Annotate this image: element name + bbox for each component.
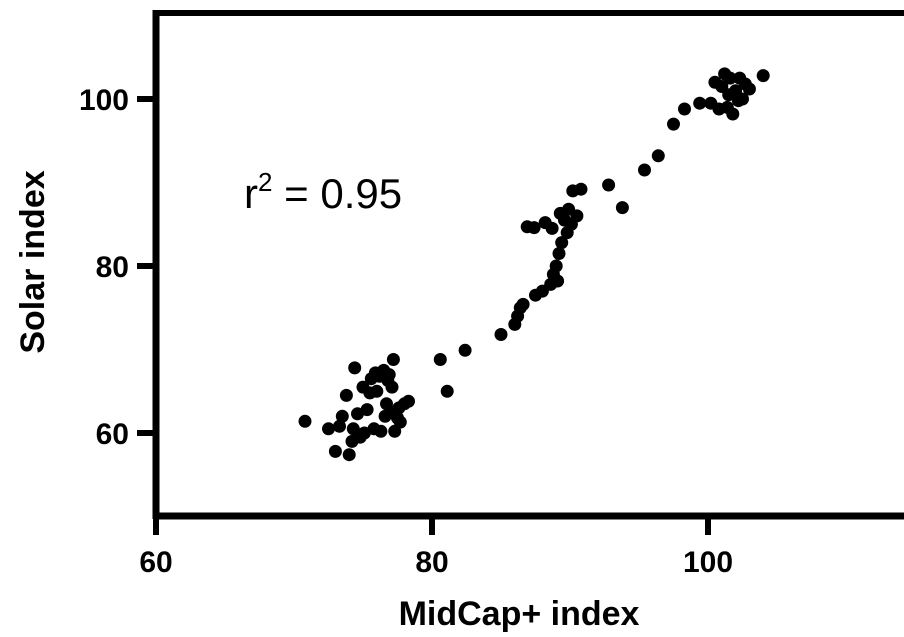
- data-point: [360, 403, 374, 417]
- data-point: [339, 388, 353, 402]
- data-point: [385, 380, 399, 394]
- y-tick-label: 100: [79, 84, 129, 117]
- data-point: [602, 178, 616, 192]
- annotation-text: r2 = 0.95: [244, 167, 402, 217]
- data-point: [433, 353, 447, 366]
- y-tick-label: 80: [96, 251, 129, 284]
- data-point: [736, 92, 749, 106]
- data-point: [335, 409, 349, 423]
- data-point: [678, 102, 691, 116]
- x-axis-title: MidCap+ index: [399, 595, 640, 633]
- data-point: [545, 221, 559, 235]
- data-point: [723, 71, 737, 85]
- x-tick-label: 60: [139, 546, 172, 579]
- data-point: [342, 448, 356, 462]
- y-ticks: 60 80 100: [79, 84, 156, 451]
- x-ticks: 60 80 100: [139, 516, 733, 579]
- y-tick-label: 60: [96, 418, 129, 451]
- data-point: [555, 236, 569, 250]
- data-point: [393, 415, 407, 429]
- data-point: [638, 163, 651, 177]
- data-point: [494, 328, 508, 341]
- x-tick-label: 80: [415, 546, 448, 579]
- data-point: [328, 444, 342, 458]
- data-point: [516, 297, 530, 311]
- data-point: [440, 384, 454, 398]
- data-point: [756, 69, 770, 83]
- data-point: [382, 368, 396, 382]
- data-point: [742, 82, 756, 96]
- data-point: [615, 201, 629, 215]
- data-point: [667, 117, 680, 131]
- data-point: [374, 424, 388, 438]
- data-point: [551, 274, 565, 288]
- data-point: [574, 182, 588, 196]
- data-point: [651, 149, 665, 163]
- data-point: [726, 107, 740, 121]
- data-point: [552, 247, 566, 260]
- data-point: [348, 361, 362, 375]
- data-point: [386, 353, 400, 366]
- y-axis-title: Solar index: [14, 170, 52, 353]
- data-point: [693, 96, 707, 110]
- data-point: [322, 422, 335, 436]
- x-tick-label: 100: [683, 546, 733, 579]
- data-point: [402, 394, 415, 408]
- data-point: [298, 414, 312, 428]
- data-point: [458, 343, 472, 357]
- data-point: [333, 419, 346, 433]
- data-point: [527, 221, 541, 235]
- points-layer: [298, 67, 770, 462]
- data-point: [370, 384, 384, 398]
- data-point: [570, 209, 584, 223]
- data-point: [549, 259, 563, 273]
